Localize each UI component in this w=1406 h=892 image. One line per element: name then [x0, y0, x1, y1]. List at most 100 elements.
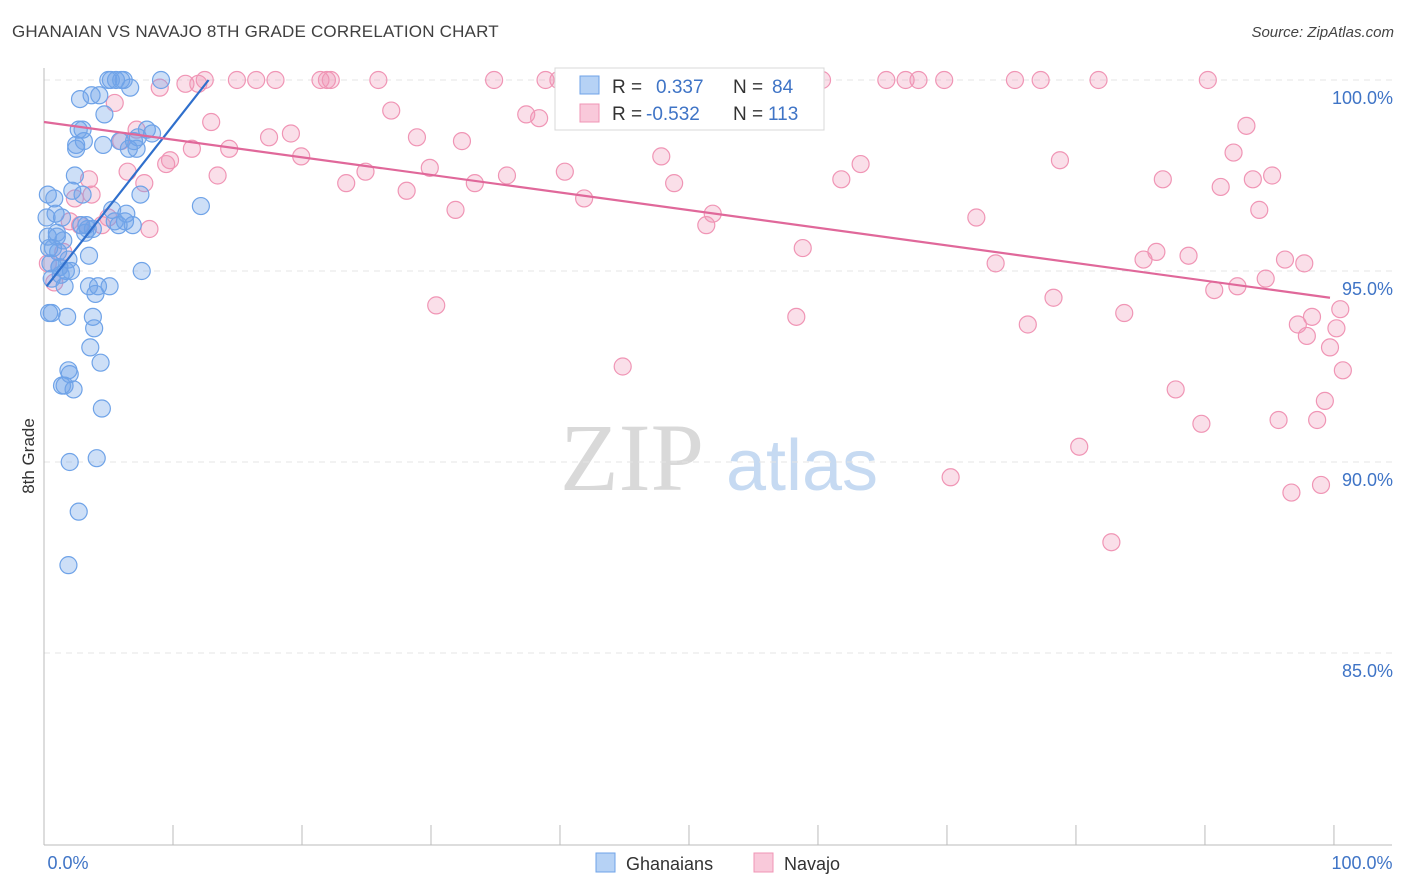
navajo-point-72 [935, 70, 954, 90]
navajo-point-28 [259, 128, 279, 147]
navajo-point-53 [575, 189, 594, 208]
navajo-point-99 [1256, 269, 1275, 288]
navajo-point-67 [832, 170, 851, 189]
navajo-point-10 [105, 93, 124, 113]
navajo-point-69 [877, 70, 896, 90]
correlation-legend: R = 0.337 N = 84 R = -0.532 N = 113 [554, 67, 825, 131]
navajo-point-75 [986, 254, 1005, 273]
series-legend: Ghanaians Navajo [595, 852, 840, 874]
source-credit: Source: ZipAtlas.com [1251, 24, 1394, 41]
navajo-point-70 [896, 70, 915, 90]
legend-n-label-2: N = [733, 104, 763, 125]
navajo-point-112 [1327, 319, 1346, 338]
navajo-point-86 [1147, 242, 1166, 261]
navajo-point-60 [697, 216, 716, 235]
x-ticks [43, 825, 1335, 845]
navajo-point-107 [1302, 307, 1322, 326]
ghanaians-point-64 [87, 449, 106, 468]
navajo-point-35 [337, 174, 356, 193]
ghanaians-point-29 [82, 86, 101, 105]
navajo-point-19 [176, 74, 195, 93]
navajo-point-80 [1050, 151, 1070, 170]
navajo-point-84 [1115, 303, 1134, 323]
ghanaians-point-83 [119, 139, 138, 158]
bottom-legend-ghanaians: Ghanaians [626, 854, 713, 874]
navajo-point-76 [1005, 70, 1025, 90]
legend-r-value-1: 0.337 [656, 77, 704, 98]
ghanaians-point-54 [47, 227, 66, 246]
navajo-point-83 [1102, 533, 1121, 552]
ghanaians-point-61 [79, 277, 99, 296]
navajo-point-29 [266, 70, 285, 90]
ghanaians-point-31 [85, 319, 104, 338]
navajo-point-15 [140, 219, 159, 239]
legend-r-value-2: -0.532 [646, 104, 700, 125]
navajo-point-39 [397, 181, 416, 200]
navajo-point-27 [247, 70, 266, 90]
legend-n-value-2: 113 [768, 104, 798, 125]
gridlines [44, 79, 1392, 654]
navajo-point-79 [1044, 288, 1063, 307]
navajo-point-18 [160, 151, 180, 170]
navajo-point-26 [227, 70, 246, 90]
ghanaians-point-37 [95, 105, 114, 124]
navajo-point-32 [311, 70, 330, 90]
ghanaians-point-45 [114, 70, 133, 90]
ghanaians-point-23 [70, 89, 90, 109]
navajo-point-78 [1031, 70, 1050, 90]
ghanaians-point-35 [92, 399, 111, 418]
ghanaians-point-62 [60, 452, 79, 472]
navajo-point-98 [1250, 200, 1269, 219]
navajo-point-46 [485, 70, 504, 90]
navajo-point-96 [1237, 116, 1256, 135]
y-tick-labels: 100.0% 95.0% 90.0% 85.0% [1332, 88, 1393, 681]
navajo-point-58 [652, 147, 671, 166]
navajo-point-12 [118, 162, 137, 181]
navajo-point-68 [851, 154, 870, 174]
ghanaians-point-66 [59, 556, 78, 575]
navajo-point-100 [1263, 166, 1282, 185]
navajo-point-49 [530, 109, 549, 128]
watermark-atlas: atlas [726, 426, 878, 506]
ghanaians-point-34 [91, 353, 110, 372]
navajo-point-73 [941, 468, 960, 487]
navajo-point-102 [1275, 250, 1295, 269]
ghanaians-point-81 [42, 303, 61, 323]
navajo-point-71 [909, 70, 928, 90]
navajo-point-20 [182, 139, 201, 158]
navajo-point-90 [1192, 414, 1211, 433]
ghanaians-point-73 [123, 216, 142, 235]
legend-r-label-1: R = [612, 77, 642, 98]
navajo-point-89 [1179, 246, 1198, 265]
navajo-point-52 [555, 162, 574, 181]
navajo-point-47 [497, 166, 517, 185]
bottom-legend-navajo: Navajo [784, 854, 840, 874]
ghanaians-point-19 [63, 181, 82, 200]
x-tick-label-min: 0.0% [47, 853, 88, 873]
ghanaian-points [37, 70, 210, 575]
navajo-point-44 [452, 132, 472, 151]
y-tick-label-2: 90.0% [1342, 470, 1393, 490]
navajo-point-41 [420, 158, 439, 177]
navajo-point-110 [1315, 391, 1334, 410]
navajo-point-30 [281, 124, 301, 143]
ghanaians-point-63 [81, 338, 100, 357]
ghanaians-point-18 [60, 365, 79, 384]
ghanaians-point-76 [191, 196, 210, 216]
trend-lines [43, 79, 1331, 299]
navajo-point-111 [1320, 338, 1340, 357]
navajo-point-16 [150, 78, 169, 97]
navajo-point-45 [465, 174, 484, 193]
y-tick-label-1: 95.0% [1342, 279, 1393, 299]
bottom-legend-swatch-navajo [753, 852, 774, 873]
navajo-point-50 [536, 70, 555, 90]
ghanaians-point-78 [38, 185, 57, 204]
legend-swatch-navajo [579, 103, 600, 123]
axes [43, 68, 1392, 846]
y-axis-title: 8th Grade [19, 418, 38, 494]
ghanaians-point-46 [117, 204, 136, 223]
navajo-point-37 [369, 70, 388, 90]
navajo-point-94 [1224, 143, 1243, 162]
navajo-point-59 [665, 174, 684, 193]
navajo-point-106 [1297, 326, 1316, 346]
